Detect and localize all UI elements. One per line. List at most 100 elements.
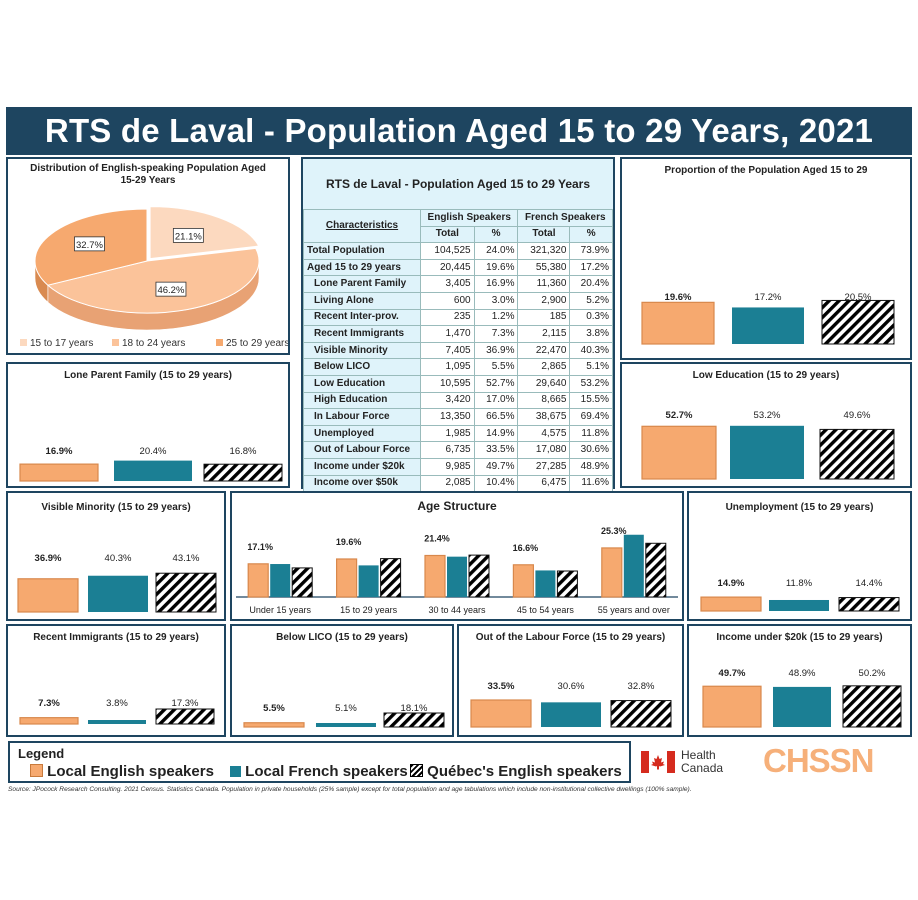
cell-fr-total: 4,575 [517,424,571,443]
cell-fr-total: 29,640 [517,374,571,393]
bar-value-label: 16.9% [46,446,73,457]
bar-quebec [610,700,672,728]
bar-value-label: 17.3% [172,698,199,709]
bar-value-label: 32.8% [628,681,655,692]
pie-value-label: 32.7% [76,240,103,251]
bar-value-label: 5.5% [263,703,285,714]
cell-en-total: 20,445 [420,258,475,277]
bar-value-label: 14.4% [856,578,883,589]
pie-legend-swatch [216,339,223,346]
health-line1: Health [681,748,716,762]
age-bar [645,542,667,598]
age-bar [358,565,379,597]
cell-en-total: 3,420 [420,391,475,410]
age-value-label: 16.6% [513,543,539,553]
cell-fr-total: 27,285 [517,457,571,476]
bar-english [641,425,717,480]
recent-immigrants-panel: Recent Immigrants (15 to 29 years) 7.3% 3… [6,624,226,737]
age-structure-title: Age Structure [417,499,497,513]
bar-value-label: 5.1% [335,703,357,714]
cell-fr-pct: 11.8% [569,424,613,443]
col-english: English Speakers [419,209,519,227]
lone-parent-title: Lone Parent Family (15 to 29 years) [64,370,232,381]
cell-fr-pct: 5.1% [569,358,613,376]
cell-row-label: Income over $50k [303,474,421,493]
cell-fr-pct: 3.8% [569,325,613,343]
below-lico-panel: Below LICO (15 to 29 years) 5.5% 5.1% 18.1… [230,624,454,737]
health-line2: Canada [681,761,724,775]
bar-quebec [155,708,215,725]
table-row: Below LICO 1,095 5.5% 2,865 5.1% [303,358,613,376]
cell-fr-pct: 73.9% [569,242,613,260]
pie-panel: Distribution of English-speaking Populat… [6,157,290,355]
bar-quebec [383,712,445,728]
bar-quebec [203,463,283,482]
cell-en-total: 6,735 [420,441,475,459]
legend-item-french: Local French speakers [230,763,408,780]
below-lico-chart: 5.5% 5.1% 18.1% [243,703,445,728]
pie-slice-15-to-17-years [149,206,260,260]
cell-row-label: In Labour Force [303,408,421,426]
pie-legend-item: 15 to 17 years [20,338,93,349]
age-structure-chart: 17.1% Under 15 years 19.6% 15 to 29 years 21… [236,526,678,615]
cell-en-pct: 3.0% [473,291,519,310]
bar-value-label: 53.2% [754,410,781,421]
table-row: Low Education 10,595 52.7% 29,640 53.2% [303,374,613,393]
age-value-label: 17.1% [247,542,273,552]
bar-quebec [842,685,902,728]
table-row: Recent Inter-prov. 235 1.2% 185 0.3% [303,308,613,327]
bar-value-label: 18.1% [401,703,428,714]
cell-en-total: 9,985 [420,457,475,476]
age-bar [424,554,446,598]
bar-value-label: 7.3% [38,698,60,709]
bar-english [700,596,762,612]
bar-value-label: 52.7% [666,410,693,421]
bar-french [769,599,829,611]
age-value-label: 19.6% [336,537,362,547]
pie-legend-label: 15 to 17 years [30,338,93,349]
table-row: High Education 3,420 17.0% 8,665 15.5% [303,391,613,410]
col-en-total: Total [420,225,475,244]
cell-fr-total: 6,475 [517,474,571,493]
unemployment-chart: 14.9% 11.8% 14.4% [700,578,900,612]
cell-en-pct: 10.4% [473,474,519,493]
cell-fr-total: 2,900 [517,291,571,310]
bar-value-label: 43.1% [173,553,200,564]
cell-row-label: Lone Parent Family [303,275,421,293]
cell-fr-pct: 5.2% [569,291,613,310]
legend-label-quebec: Québec's English speakers [427,763,622,780]
cell-en-total: 7,405 [420,341,475,360]
bar-french [88,575,148,612]
cell-fr-pct: 0.3% [569,308,613,327]
cell-row-label: Income under $20k [303,457,421,476]
unemployment-title: Unemployment (15 to 29 years) [725,502,874,513]
low-education-chart: 52.7% 53.2% 49.6% [641,410,895,480]
bar-value-label: 19.6% [665,292,692,303]
col-fr-total: Total [517,225,571,244]
cell-fr-pct: 48.9% [569,457,613,476]
bar-value-label: 20.4% [140,446,167,457]
age-tick-label: 30 to 44 years [428,605,486,615]
cell-fr-pct: 53.2% [569,374,613,393]
bar-value-label: 49.6% [844,410,871,421]
health-canada-text: Health Canada [681,749,723,775]
cell-row-label: Out of Labour Force [303,441,421,459]
income-title: Income under $20k (15 to 29 years) [716,632,883,643]
cell-row-label: Recent Inter-prov. [303,308,421,327]
bar-french [773,686,831,727]
data-table: Characteristics English Speakers French … [303,208,613,493]
cell-fr-pct: 40.3% [569,341,613,360]
cell-en-pct: 16.9% [473,275,519,293]
cell-en-pct: 36.9% [473,341,519,360]
cell-fr-pct: 15.5% [569,391,613,410]
table-row: Lone Parent Family 3,405 16.9% 11,360 20.4% [303,275,613,293]
col-en-pct: % [473,225,519,244]
health-canada-logo: Health Canada [641,747,751,779]
cell-row-label: High Education [303,391,421,410]
cell-en-total: 1,470 [420,325,475,343]
lone-parent-chart: 16.9% 20.4% 16.8% [19,446,283,482]
chssn-logo: CHSSN [763,742,875,779]
legend-swatch-english [30,764,43,777]
cell-fr-total: 185 [517,308,571,327]
cell-en-pct: 19.6% [473,258,519,277]
